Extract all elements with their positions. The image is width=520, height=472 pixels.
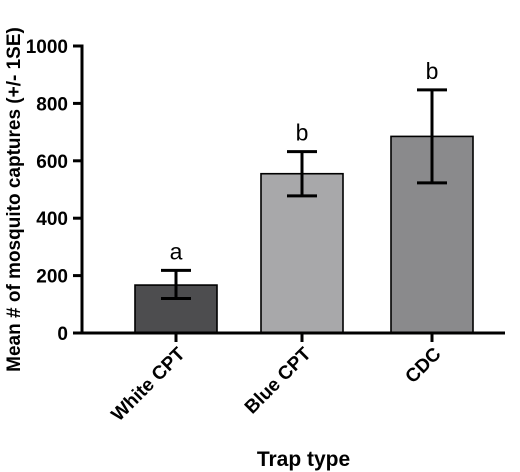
bars-layer (134, 135, 474, 334)
significance-letters-layer: a b b (170, 58, 439, 265)
significance-letter: b (426, 58, 439, 84)
x-axis-title: Trap type (257, 448, 350, 471)
y-ticks-layer: 0 200 400 600 800 1000 (26, 37, 82, 345)
y-tick-label: 0 (57, 324, 68, 345)
y-axis-title: Mean # of mosquito captures (+/- 1SE) (4, 27, 25, 372)
x-tick-label: CDC (402, 343, 446, 387)
significance-letter: a (170, 238, 183, 264)
y-tick-label: 200 (36, 267, 68, 288)
x-tick-label: White CPT (108, 343, 190, 425)
y-tick-label: 400 (36, 209, 68, 230)
bar-blue-cpt (260, 172, 344, 334)
y-tick-label: 1000 (26, 37, 68, 58)
significance-letter: b (296, 120, 309, 146)
x-ticks-layer: White CPT Blue CPT CDC (108, 333, 446, 426)
y-tick-label: 800 (36, 94, 68, 115)
x-tick-label: Blue CPT (241, 343, 316, 418)
error-bars-layer (161, 88, 447, 301)
axes-layer (80, 44, 505, 335)
y-tick-label: 600 (36, 152, 68, 173)
